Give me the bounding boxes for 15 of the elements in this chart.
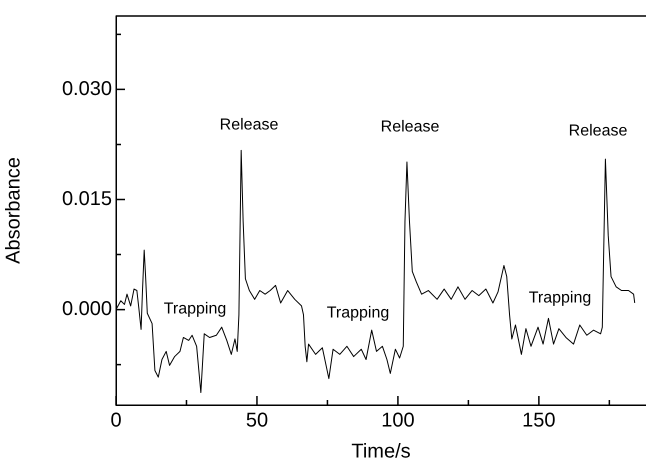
y-axis-title: Absorbance xyxy=(2,157,25,264)
x-tick-label: 0 xyxy=(110,410,122,432)
x-tick-label: 150 xyxy=(522,410,556,432)
annotation: Trapping xyxy=(164,300,226,318)
y-tick-label: 0.000 xyxy=(62,298,112,320)
x-tick-label: 100 xyxy=(381,410,415,432)
x-axis-title: Time/s xyxy=(351,440,411,463)
x-tick-label: 50 xyxy=(246,410,268,432)
annotation: Trapping xyxy=(326,304,390,322)
y-tick-label: 0.015 xyxy=(62,188,112,210)
y-tick-label: 0.030 xyxy=(62,78,112,100)
annotation: Release xyxy=(220,116,278,134)
annotation: Release xyxy=(380,118,440,136)
annotation: Release xyxy=(568,122,628,140)
annotation: Trapping xyxy=(528,289,592,306)
